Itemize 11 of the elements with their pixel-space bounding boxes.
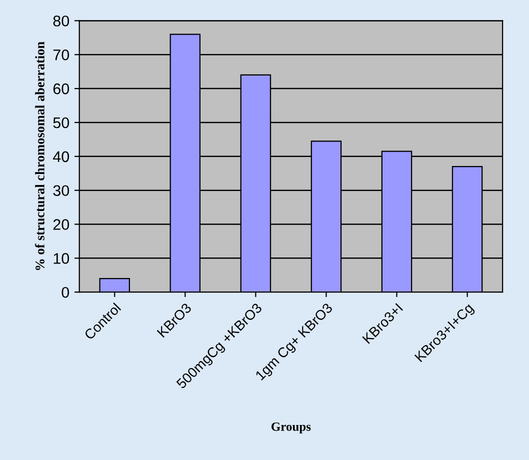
y-tick-label: 80 (53, 16, 70, 26)
y-tick-label: 50 (53, 117, 70, 128)
y-tick-label: 40 (52, 151, 70, 162)
y-tick-label: 30 (53, 185, 70, 196)
y-tick-label: 20 (53, 219, 70, 230)
y-tick-label: 60 (53, 83, 70, 94)
x-axis-title: Groups (272, 422, 311, 434)
y-tick-label: 0 (62, 286, 70, 298)
y-tick-label: 70 (53, 49, 70, 60)
y-axis-title: % of structural chromosomal aberration (34, 42, 44, 270)
y-tick-label: 10 (54, 253, 70, 264)
